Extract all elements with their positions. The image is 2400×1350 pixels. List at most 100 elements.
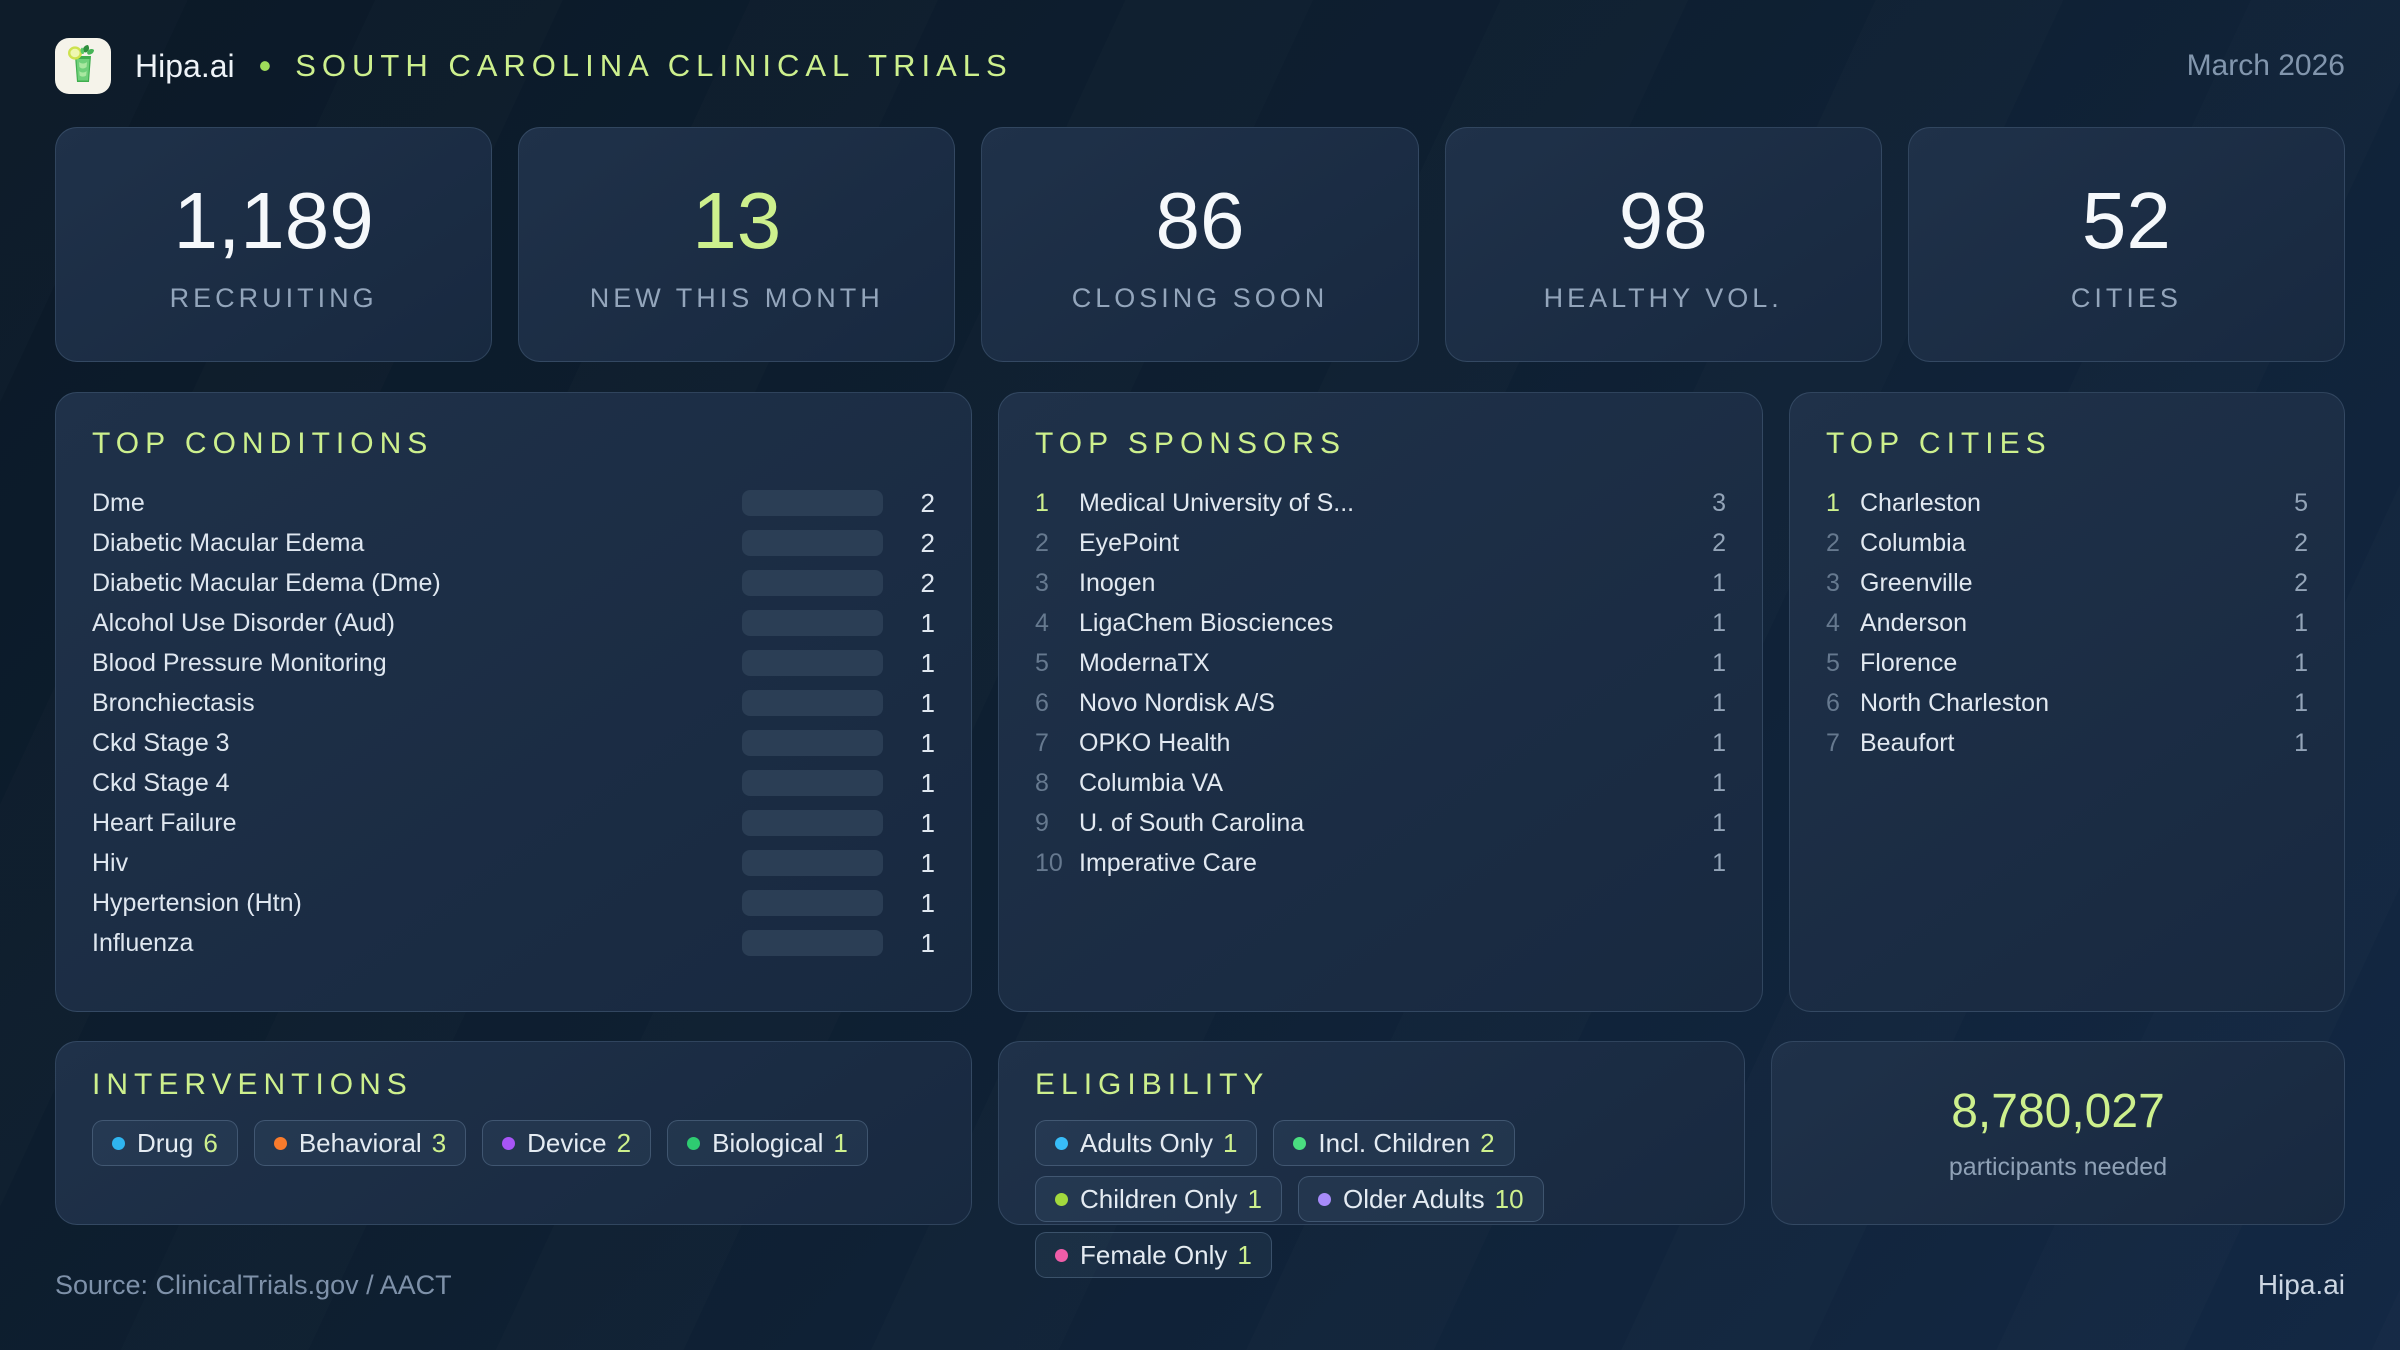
stat-value: 13 [692, 176, 782, 265]
condition-name: Ckd Stage 3 [92, 728, 230, 757]
tag-dot-icon [112, 1136, 125, 1150]
condition-count: 1 [920, 847, 935, 878]
sponsor-row: 7 OPKO Health 1 [1035, 723, 1726, 763]
condition-name: Blood Pressure Monitoring [92, 648, 387, 677]
condition-count: 1 [920, 687, 935, 718]
eligibility-tag: Female Only 1 [1035, 1232, 1272, 1278]
sponsor-name: Medical University of S... [1079, 488, 1355, 517]
condition-count: 1 [920, 887, 935, 918]
condition-count: 1 [920, 647, 935, 678]
condition-name: Heart Failure [92, 808, 237, 837]
condition-row: Influenza 1 [92, 923, 935, 963]
stat-label: NEW THIS MONTH [589, 283, 884, 313]
intervention-tag: Drug 6 [92, 1120, 238, 1166]
city-row: 3 Greenville 2 [1826, 563, 2308, 603]
top-sponsors-panel: TOP SPONSORS 1 Medical University of S..… [998, 392, 1763, 1012]
city-count: 1 [2294, 728, 2308, 757]
sponsor-count: 1 [1712, 848, 1726, 877]
sponsor-rank: 6 [1035, 688, 1049, 717]
sponsor-count: 1 [1712, 608, 1726, 637]
eligibility-panel: ELIGIBILITY Adults Only 1 Incl. Children… [998, 1041, 1745, 1278]
city-name: North Charleston [1860, 688, 2049, 717]
condition-name: Hypertension (Htn) [92, 888, 302, 917]
city-row: 4 Anderson 1 [1826, 603, 2308, 643]
stat-card: 86 CLOSING SOON [981, 127, 1419, 362]
sponsor-rank: 8 [1035, 768, 1049, 797]
condition-name: Ckd Stage 4 [92, 768, 230, 797]
condition-row: Hypertension (Htn) 1 [92, 883, 935, 923]
sponsor-name: Imperative Care [1079, 848, 1257, 877]
city-name: Greenville [1860, 568, 1973, 597]
stat-value: 52 [2081, 176, 2171, 265]
condition-row: Heart Failure 1 [92, 803, 935, 843]
stat-label: HEALTHY VOL. [1543, 283, 1783, 313]
condition-name: Alcohol Use Disorder (Aud) [92, 608, 395, 637]
stat-card: 98 HEALTHY VOL. [1444, 127, 1882, 362]
interventions-tags: Drug 6 Behavioral 3 Device 2 [92, 1120, 935, 1166]
tag-label: Female Only [1080, 1239, 1228, 1270]
sponsor-row: 6 Novo Nordisk A/S 1 [1035, 683, 1726, 723]
eligibility-tag: Older Adults 10 [1297, 1176, 1544, 1222]
sponsor-row: 2 EyePoint 2 [1035, 523, 1726, 563]
sponsor-name: EyePoint [1079, 528, 1180, 557]
condition-row: Alcohol Use Disorder (Aud) 1 [92, 603, 935, 643]
tag-count: 3 [431, 1127, 447, 1158]
stats-row: 1,189 RECRUITING 13 NEW THIS MONTH 86 CL… [55, 127, 2345, 362]
eligibility-tags: Adults Only 1 Incl. Children 2 Children … [1035, 1120, 1708, 1278]
condition-row: Dme 2 [92, 483, 935, 523]
sponsor-rank: 10 [1035, 848, 1063, 877]
participants-panel: 8,780,027 participants needed [1771, 1041, 2345, 1225]
condition-name: Diabetic Macular Edema [92, 528, 365, 557]
condition-count: 1 [920, 807, 935, 838]
eligibility-tag: Incl. Children 2 [1273, 1120, 1515, 1166]
city-rank: 4 [1826, 608, 1840, 637]
sponsor-row: 9 U. of South Carolina 1 [1035, 803, 1726, 843]
panel-title-conditions: TOP CONDITIONS [92, 427, 434, 460]
condition-count: 1 [920, 727, 935, 758]
city-count: 1 [2294, 608, 2308, 637]
condition-count: 1 [920, 767, 935, 798]
report-date: March 2026 [2186, 49, 2345, 82]
participants-label: participants needed [1948, 1153, 2168, 1181]
city-count: 1 [2294, 688, 2308, 717]
condition-row: Diabetic Macular Edema 2 [92, 523, 935, 563]
stat-label: RECRUITING [169, 283, 378, 313]
sponsor-rank: 1 [1035, 488, 1049, 517]
eligibility-tag: Children Only 1 [1035, 1176, 1282, 1222]
city-name: Columbia [1860, 528, 1966, 557]
tag-count: 1 [1237, 1239, 1252, 1270]
stat-card: 13 NEW THIS MONTH [518, 127, 956, 362]
sponsor-rank: 2 [1035, 528, 1049, 557]
tag-count: 1 [1222, 1127, 1238, 1158]
tag-label: Older Adults [1342, 1183, 1485, 1214]
sponsor-name: LigaChem Biosciences [1079, 608, 1334, 637]
intervention-tag: Biological 1 [667, 1120, 868, 1166]
dashboard: Hipa.ai • SOUTH CAROLINA CLINICAL TRIALS… [55, 38, 2345, 1300]
tag-dot-icon [1293, 1136, 1307, 1150]
stat-card: 1,189 RECRUITING [55, 127, 493, 362]
city-rank: 5 [1826, 648, 1840, 677]
city-row: 6 North Charleston 1 [1826, 683, 2308, 723]
tag-dot-icon [1317, 1192, 1331, 1206]
tag-count: 1 [833, 1127, 848, 1158]
condition-bar-track [742, 650, 883, 676]
panel-title-sponsors: TOP SPONSORS [1035, 427, 1346, 460]
tag-count: 2 [616, 1127, 632, 1158]
city-row: 7 Beaufort 1 [1826, 723, 2308, 763]
sponsor-name: Inogen [1079, 568, 1156, 597]
sponsor-rank: 9 [1035, 808, 1049, 837]
city-rank: 6 [1826, 688, 1840, 717]
stat-value: 86 [1155, 176, 1245, 265]
condition-bar-track [742, 610, 883, 636]
sponsor-count: 3 [1712, 488, 1726, 517]
tag-label: Incl. Children [1318, 1127, 1471, 1158]
city-count: 5 [2294, 488, 2308, 517]
top-cities-panel: TOP CITIES 1 Charleston 5 2 Columbia 2 [1789, 392, 2345, 1012]
tag-dot-icon [502, 1136, 516, 1150]
condition-row: Blood Pressure Monitoring 1 [92, 643, 935, 683]
condition-row: Ckd Stage 4 1 [92, 763, 935, 803]
footer-brand: Hipa.ai [2257, 1269, 2345, 1300]
city-name: Beaufort [1860, 728, 1955, 757]
stat-value: 1,189 [173, 176, 374, 265]
tag-count: 6 [203, 1127, 218, 1158]
